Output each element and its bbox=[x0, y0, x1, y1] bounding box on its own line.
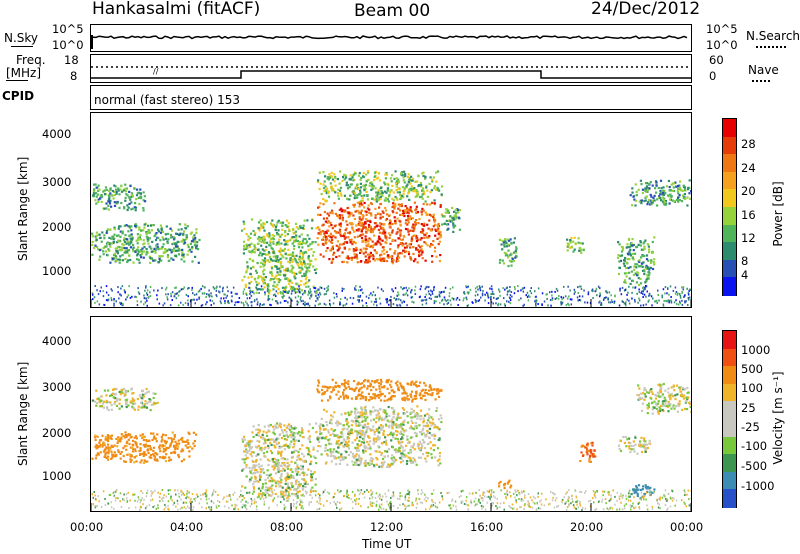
noise-trace bbox=[91, 35, 688, 49]
near-range-clutter bbox=[91, 285, 691, 307]
vel-cbtick-500: 500 bbox=[741, 362, 763, 376]
freq-label-line2: [MHz] bbox=[6, 66, 42, 80]
power-cbtick-16: 16 bbox=[741, 208, 756, 222]
noise-panel bbox=[90, 24, 692, 52]
power-cbtick-20: 20 bbox=[741, 184, 756, 198]
nsky-label: N.Sky bbox=[4, 31, 39, 45]
power-cbtick-4: 4 bbox=[741, 268, 749, 282]
power-cb-label: Power [dB] bbox=[771, 181, 785, 247]
power-cbtick-12: 12 bbox=[741, 231, 756, 245]
power-cbtick-8: 8 bbox=[741, 254, 749, 268]
noise-tick-right-top: 10^5 bbox=[706, 22, 738, 36]
echo-region bbox=[616, 236, 656, 287]
echo-region bbox=[441, 206, 462, 233]
echo-region bbox=[566, 236, 585, 254]
x-tick-label: 04:00 bbox=[170, 520, 204, 534]
freq-legend-line bbox=[6, 80, 28, 81]
power-ytick-4000: 4000 bbox=[42, 127, 72, 141]
x-tick-label: 08:00 bbox=[270, 520, 304, 534]
vel-cbtick-m25: -25 bbox=[741, 420, 760, 434]
echo-region bbox=[579, 441, 597, 463]
nsearch-label: N.Search bbox=[746, 29, 800, 43]
x-tick-label: 00:00 bbox=[670, 520, 704, 534]
echo-region bbox=[91, 431, 198, 464]
vel-ytick-3000: 3000 bbox=[42, 380, 72, 394]
freq-label-line1: Freq. bbox=[16, 53, 46, 67]
echo-region bbox=[91, 387, 159, 412]
noise-tick-right-bottom: 10^0 bbox=[706, 38, 738, 52]
station-title: Hankasalmi (fitACF) bbox=[92, 0, 261, 19]
power-ytick-3000: 3000 bbox=[42, 175, 72, 189]
power-ylabel: Slant Range [km] bbox=[16, 156, 30, 261]
velocity-panel bbox=[90, 316, 692, 512]
freq-nave-trace: // bbox=[91, 66, 691, 79]
power-colorbar bbox=[722, 118, 737, 296]
x-tick-label: 16:00 bbox=[470, 520, 504, 534]
cpid-panel: normal (fast stereo) 153 bbox=[90, 85, 692, 110]
cpid-text: normal (fast stereo) 153 bbox=[94, 93, 241, 107]
vel-cbtick-100: 100 bbox=[741, 381, 763, 395]
echo-region bbox=[91, 222, 201, 264]
power-ytick-2000: 2000 bbox=[42, 220, 72, 234]
vel-cb-label: Velocity [m s⁻¹] bbox=[771, 371, 785, 465]
date-label: 24/Dec/2012 bbox=[591, 0, 701, 19]
svg-text://: // bbox=[153, 67, 159, 76]
echo-region bbox=[636, 382, 691, 415]
echo-region bbox=[316, 405, 443, 469]
near-range-clutter bbox=[91, 489, 691, 511]
beam-label: Beam 00 bbox=[354, 1, 431, 21]
echo-region bbox=[241, 422, 318, 500]
vel-ytick-1000: 1000 bbox=[42, 469, 72, 483]
nsky-legend-line bbox=[11, 46, 33, 47]
vel-ytick-2000: 2000 bbox=[42, 426, 72, 440]
nave-tick-bottom: 0 bbox=[709, 69, 717, 83]
freq-panel: // bbox=[90, 54, 692, 83]
noise-tick-left-bottom: 10^0 bbox=[52, 38, 84, 52]
echo-region bbox=[629, 179, 691, 207]
x-tick-label: 20:00 bbox=[570, 520, 604, 534]
echo-region bbox=[316, 201, 443, 265]
power-heatmap bbox=[91, 170, 691, 307]
vel-ytick-4000: 4000 bbox=[42, 334, 72, 348]
echo-region bbox=[316, 170, 444, 203]
vel-cbtick-25: 25 bbox=[741, 401, 756, 415]
vel-cbtick-m500: -500 bbox=[741, 459, 768, 473]
nave-tick-top: 60 bbox=[709, 53, 724, 67]
echo-region bbox=[617, 435, 652, 455]
vel-cbtick-m100: -100 bbox=[741, 439, 768, 453]
echo-region bbox=[92, 183, 147, 212]
noise-tick-left-top: 10^5 bbox=[52, 22, 84, 36]
power-ytick-1000: 1000 bbox=[42, 264, 72, 278]
echo-region bbox=[241, 218, 318, 295]
velocity-colorbar bbox=[722, 330, 737, 508]
power-cbtick-28: 28 bbox=[741, 137, 756, 151]
echo-region bbox=[498, 237, 518, 268]
vel-cbtick-1000: 1000 bbox=[741, 343, 771, 357]
power-panel bbox=[90, 112, 692, 308]
x-axis-label: Time UT bbox=[362, 537, 412, 551]
freq-tick-bottom: 8 bbox=[70, 69, 78, 83]
nsearch-legend-line bbox=[756, 46, 786, 48]
vel-ylabel: Slant Range [km] bbox=[16, 361, 30, 466]
freq-tick-top: 18 bbox=[64, 53, 79, 67]
echo-region bbox=[316, 378, 443, 403]
nave-label: Nave bbox=[748, 63, 779, 77]
x-tick-label: 00:00 bbox=[70, 520, 104, 534]
vel-cbtick-m1000: -1000 bbox=[741, 479, 775, 493]
x-tick-label: 12:00 bbox=[370, 520, 404, 534]
cpid-label: CPID bbox=[2, 89, 35, 103]
velocity-heatmap bbox=[91, 378, 691, 511]
echo-region bbox=[498, 479, 513, 490]
nave-legend-line bbox=[752, 80, 770, 82]
power-cbtick-24: 24 bbox=[741, 161, 756, 175]
